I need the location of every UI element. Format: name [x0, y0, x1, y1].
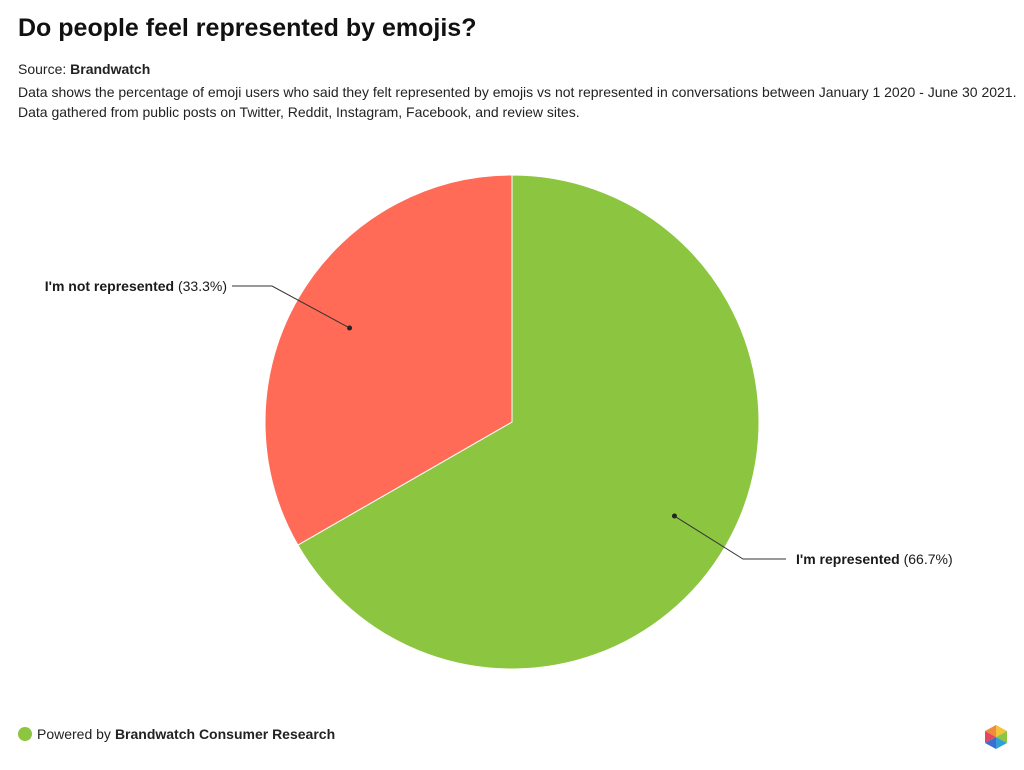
description-line-1: Data shows the percentage of emoji users… — [18, 84, 1017, 100]
slice-label: I'm not represented (33.3%) — [45, 278, 227, 294]
brandwatch-hexagon-icon — [985, 725, 1007, 749]
footer: Powered by Brandwatch Consumer Research — [18, 726, 335, 742]
chart-description: Data shows the percentage of emoji users… — [18, 82, 1017, 122]
slice-label: I'm represented (66.7%) — [796, 551, 953, 567]
slice-label-name: I'm represented — [796, 551, 900, 567]
slice-label-name: I'm not represented — [45, 278, 174, 294]
leader-line — [674, 515, 786, 560]
pie-slice-represented — [297, 174, 760, 670]
slice-label-value: (66.7%) — [900, 551, 953, 567]
leader-line — [232, 285, 350, 329]
brand-name: Brandwatch Consumer Research — [114, 726, 336, 742]
powered-by-label: Powered by — [37, 726, 111, 742]
green-dot-icon — [18, 727, 32, 741]
description-line-2: Data gathered from public posts on Twitt… — [18, 104, 580, 120]
source-label: Source: — [18, 61, 67, 77]
chart-title: Do people feel represented by emojis? — [18, 14, 477, 42]
source-line: Source: Brandwatch — [18, 61, 150, 77]
source-name: Brandwatch — [70, 61, 151, 77]
pie-slice-not-represented — [264, 174, 513, 546]
slice-label-value: (33.3%) — [174, 278, 227, 294]
